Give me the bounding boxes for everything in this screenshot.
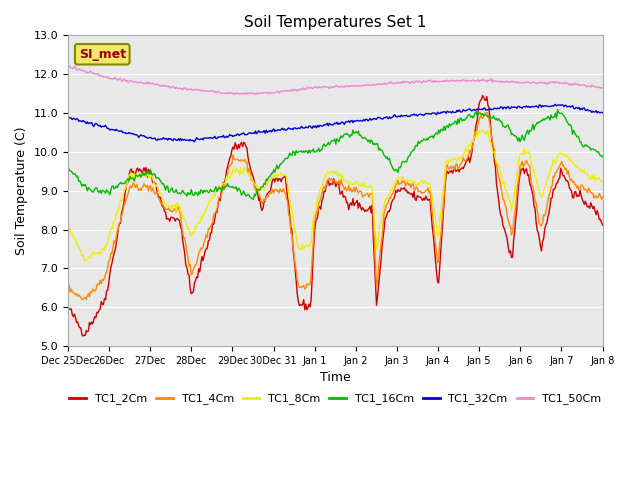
Line: TC1_32Cm: TC1_32Cm — [68, 104, 602, 142]
Line: TC1_2Cm: TC1_2Cm — [68, 96, 602, 336]
Legend: TC1_2Cm, TC1_4Cm, TC1_8Cm, TC1_16Cm, TC1_32Cm, TC1_50Cm: TC1_2Cm, TC1_4Cm, TC1_8Cm, TC1_16Cm, TC1… — [65, 389, 605, 409]
TC1_8Cm — [323, 171, 330, 177]
TC1_16Cm — [383, 154, 391, 160]
TC1_4Cm — [598, 194, 606, 200]
TC1_50Cm — [504, 79, 511, 85]
TC1_2Cm — [383, 210, 391, 216]
TC1_4Cm — [79, 297, 87, 302]
TC1_4Cm — [588, 190, 596, 196]
TC1_2Cm — [79, 333, 87, 339]
TC1_4Cm — [383, 202, 391, 207]
TC1_50Cm — [383, 81, 391, 86]
TC1_8Cm — [598, 179, 606, 185]
TC1_16Cm — [355, 128, 362, 134]
TC1_32Cm — [323, 121, 330, 127]
TC1_32Cm — [383, 114, 391, 120]
TC1_4Cm — [504, 217, 512, 223]
TC1_32Cm — [552, 101, 559, 107]
TC1_32Cm — [588, 109, 596, 115]
TC1_32Cm — [598, 110, 606, 116]
TC1_16Cm — [554, 107, 561, 112]
X-axis label: Time: Time — [320, 372, 351, 384]
TC1_32Cm — [191, 139, 198, 145]
TC1_16Cm — [64, 163, 72, 169]
TC1_16Cm — [319, 143, 327, 149]
Line: TC1_50Cm: TC1_50Cm — [68, 66, 602, 94]
TC1_16Cm — [504, 122, 511, 128]
TC1_50Cm — [319, 84, 327, 89]
TC1_2Cm — [319, 196, 327, 202]
Y-axis label: Soil Temperature (C): Soil Temperature (C) — [15, 126, 28, 255]
TC1_2Cm — [355, 205, 362, 211]
TC1_2Cm — [598, 222, 606, 228]
TC1_16Cm — [250, 197, 257, 203]
TC1_50Cm — [355, 83, 362, 89]
TC1_50Cm — [323, 84, 330, 90]
TC1_8Cm — [479, 127, 486, 133]
TC1_2Cm — [504, 245, 512, 251]
TC1_8Cm — [319, 180, 327, 186]
TC1_8Cm — [81, 258, 89, 264]
TC1_4Cm — [64, 283, 72, 289]
TC1_50Cm — [587, 84, 595, 90]
TC1_50Cm — [598, 85, 606, 91]
TC1_32Cm — [355, 118, 362, 124]
Line: TC1_4Cm: TC1_4Cm — [68, 112, 602, 300]
TC1_8Cm — [355, 180, 362, 186]
Line: TC1_16Cm: TC1_16Cm — [68, 109, 602, 200]
TC1_16Cm — [588, 146, 596, 152]
Title: Soil Temperatures Set 1: Soil Temperatures Set 1 — [244, 15, 426, 30]
TC1_8Cm — [383, 194, 391, 200]
TC1_4Cm — [483, 109, 491, 115]
TC1_2Cm — [323, 183, 330, 189]
TC1_8Cm — [64, 221, 72, 227]
TC1_50Cm — [64, 63, 72, 69]
TC1_4Cm — [319, 186, 327, 192]
Line: TC1_8Cm: TC1_8Cm — [68, 130, 602, 261]
TC1_32Cm — [64, 115, 72, 120]
TC1_2Cm — [64, 303, 72, 309]
TC1_8Cm — [588, 173, 596, 179]
TC1_50Cm — [252, 91, 259, 97]
TC1_16Cm — [598, 154, 606, 160]
TC1_2Cm — [588, 203, 596, 209]
TC1_2Cm — [479, 93, 486, 98]
Text: SI_met: SI_met — [79, 48, 126, 61]
TC1_32Cm — [504, 104, 511, 110]
TC1_4Cm — [355, 190, 362, 196]
TC1_32Cm — [319, 123, 327, 129]
TC1_4Cm — [323, 181, 330, 187]
TC1_8Cm — [504, 194, 512, 200]
TC1_16Cm — [323, 143, 330, 148]
